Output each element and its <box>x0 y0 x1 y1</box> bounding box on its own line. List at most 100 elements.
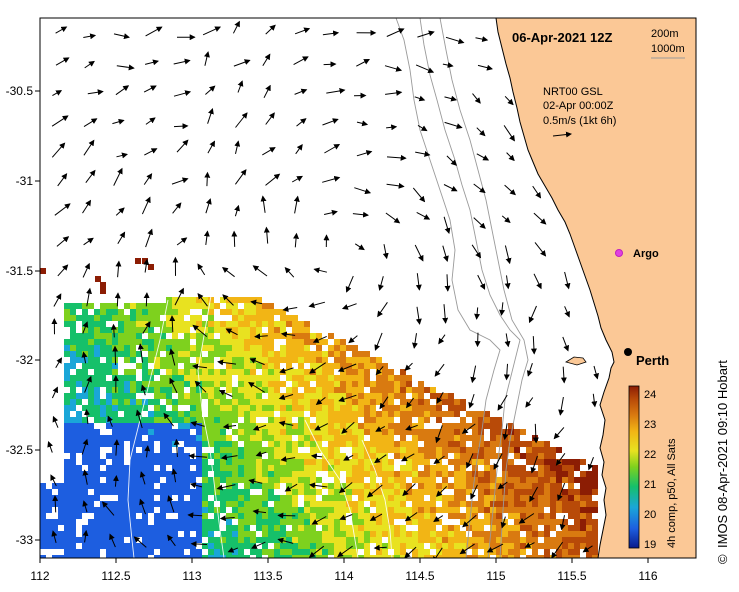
sst-cell <box>88 447 94 453</box>
sst-cell <box>550 453 556 459</box>
current-arrow <box>144 148 158 156</box>
sst-cell <box>316 405 322 411</box>
sst-cell <box>262 507 268 513</box>
sst-cell <box>400 411 406 417</box>
sst-cell <box>190 489 196 495</box>
current-arrow <box>582 545 593 553</box>
current-arrow <box>173 90 192 97</box>
sst-cell <box>430 387 436 393</box>
sst-cell <box>448 549 454 555</box>
sst-cell <box>310 405 316 411</box>
sst-cell <box>310 411 316 417</box>
sst-cell <box>316 429 322 435</box>
sst-cell <box>298 555 304 558</box>
sst-cell <box>328 435 334 441</box>
current-arrow <box>84 375 92 393</box>
sst-cell <box>166 519 172 525</box>
sst-cell <box>190 351 196 357</box>
sst-cell <box>262 525 268 531</box>
sst-cell <box>526 501 532 507</box>
sst-cell <box>208 525 214 531</box>
sst-cell <box>220 399 226 405</box>
sst-cell <box>544 531 550 537</box>
current-arrow <box>176 237 188 246</box>
sst-cell <box>562 519 568 525</box>
sst-cell <box>424 525 430 531</box>
sst-cell <box>304 339 310 345</box>
sst-cell <box>226 309 232 315</box>
sst-cell <box>352 477 358 483</box>
sst-cell <box>250 441 256 447</box>
sst-cell <box>550 495 556 501</box>
sst-cell <box>142 555 148 558</box>
sst-cell <box>490 477 496 483</box>
sst-cell <box>172 489 178 495</box>
sst-cell <box>424 429 430 435</box>
sst-cell <box>322 537 328 543</box>
sst-cell <box>394 489 400 495</box>
sst-cell <box>196 459 202 465</box>
sst-cell <box>310 423 316 429</box>
current-arrow <box>145 117 156 125</box>
sst-cell <box>490 513 496 519</box>
sst-cell <box>124 417 130 423</box>
sst-cell <box>388 411 394 417</box>
sst-cell <box>304 489 310 495</box>
current-arrow <box>171 177 189 185</box>
current-arrow <box>188 453 208 460</box>
sst-cell <box>496 477 502 483</box>
sst-cell <box>124 375 130 381</box>
sst-cell <box>46 525 52 531</box>
sst-cell <box>94 471 100 477</box>
sst-cell <box>346 477 352 483</box>
sst-cell <box>142 429 148 435</box>
sst-cell <box>376 525 382 531</box>
sst-cell <box>172 525 178 531</box>
x-tick-115-5: 115.5 <box>557 569 586 583</box>
sst-cell <box>112 471 118 477</box>
sst-cell <box>154 369 160 375</box>
sst-cell <box>178 465 184 471</box>
sst-cell <box>76 369 82 375</box>
sst-cell <box>286 411 292 417</box>
sst-cell <box>520 543 526 549</box>
sst-cell <box>250 423 256 429</box>
sst-cell <box>286 495 292 501</box>
sst-cell <box>76 465 82 471</box>
sst-cell <box>124 351 130 357</box>
sst-cell <box>286 435 292 441</box>
sst-cell <box>352 555 358 558</box>
sst-cell <box>412 435 418 441</box>
sst-cell <box>502 531 508 537</box>
sst-cell <box>184 297 190 303</box>
current-arrow <box>144 59 159 66</box>
sst-cell <box>526 525 532 531</box>
sst-cell <box>232 447 238 453</box>
sst-cell <box>124 471 130 477</box>
sst-cell <box>64 429 70 435</box>
sst-cell <box>172 387 178 393</box>
sst-cell <box>304 327 310 333</box>
sst-cell <box>394 483 400 489</box>
sst-cell <box>208 315 214 321</box>
sst-cell <box>154 453 160 459</box>
sst-cell <box>106 477 112 483</box>
sst-cell <box>256 351 262 357</box>
sst-cell <box>400 423 406 429</box>
sst-cell <box>244 417 250 423</box>
sst-cell <box>136 555 142 558</box>
sst-cell <box>520 537 526 543</box>
sst-cell <box>580 537 586 543</box>
current-arrow <box>57 264 69 277</box>
sst-cell <box>508 489 514 495</box>
sst-cell <box>388 477 394 483</box>
sst-cell <box>586 483 592 489</box>
sst-cell <box>70 465 76 471</box>
sst-cell <box>244 351 250 357</box>
sst-cell <box>406 405 412 411</box>
sst-cell <box>346 543 352 549</box>
sst-cell <box>64 435 70 441</box>
sst-cell <box>88 531 94 537</box>
sst-cell <box>370 357 376 363</box>
current-arrow <box>282 306 298 312</box>
